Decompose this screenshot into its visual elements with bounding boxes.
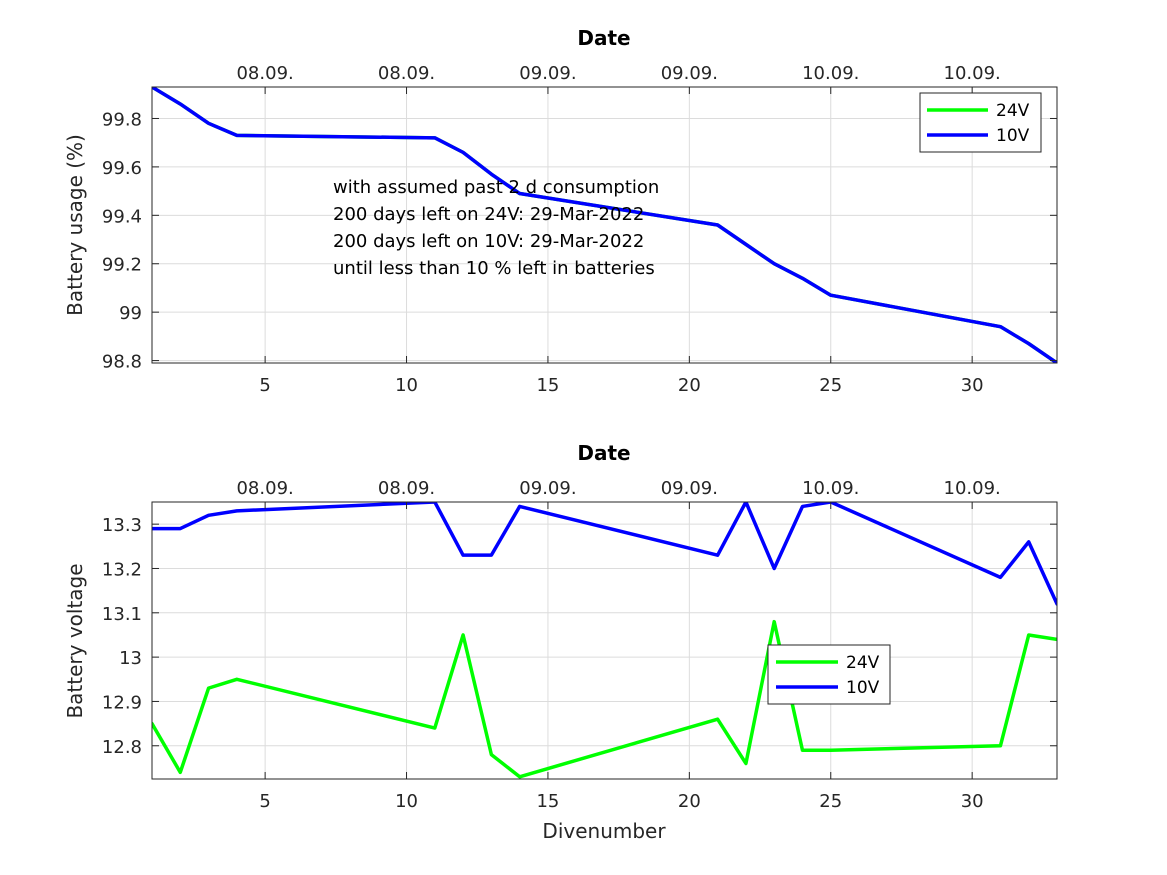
axes-box bbox=[151, 501, 1058, 780]
y-tick-label: 12.9 bbox=[102, 692, 142, 713]
x-axis-title: Divenumber bbox=[542, 819, 666, 843]
legend: 24V 10V bbox=[919, 92, 1042, 153]
ticks bbox=[152, 502, 1057, 779]
top-tick-label: 10.09. bbox=[944, 478, 1001, 499]
x-tick-labels: 5 10 15 20 25 30 bbox=[259, 375, 983, 396]
plot-area bbox=[152, 87, 1057, 363]
y-tick-label: 13.3 bbox=[102, 515, 142, 536]
y-tick-label: 99.2 bbox=[102, 255, 142, 276]
legend-box bbox=[919, 92, 1042, 153]
top-tick-label: 10.09. bbox=[802, 478, 859, 499]
y-tick-label: 13 bbox=[119, 648, 142, 669]
y-tick-label: 98.8 bbox=[102, 352, 142, 373]
top-tick-label: 09.09. bbox=[519, 63, 576, 84]
x-tick-label: 15 bbox=[536, 375, 559, 396]
x-tick-label: 25 bbox=[819, 791, 842, 812]
axes-box bbox=[151, 86, 1058, 364]
grid bbox=[152, 87, 1057, 363]
y-tick-label: 13.2 bbox=[102, 559, 142, 580]
top-tick-label: 09.09. bbox=[661, 63, 718, 84]
legend: 24V 10V bbox=[767, 644, 891, 705]
legend-box bbox=[767, 644, 891, 705]
top-tick-labels: 08.09. 08.09. 09.09. 09.09. 10.09. 10.09. bbox=[236, 63, 1000, 84]
top-tick-label: 08.09. bbox=[236, 478, 293, 499]
usage-chart: 5 10 15 20 25 30 98.8 99 99.2 99.4 99.6 99.8 08.09… bbox=[63, 26, 1058, 396]
y-tick-label: 99.8 bbox=[102, 109, 142, 130]
series-line-10v bbox=[152, 502, 1057, 606]
y-tick-labels: 98.8 99 99.2 99.4 99.6 99.8 bbox=[102, 109, 142, 372]
series-lines bbox=[152, 87, 1057, 363]
legend-label-24v: 24V bbox=[846, 653, 880, 673]
x-tick-label: 10 bbox=[395, 791, 418, 812]
x-tick-label: 30 bbox=[961, 791, 984, 812]
x-tick-label: 10 bbox=[395, 375, 418, 396]
legend-label-10v: 10V bbox=[996, 126, 1030, 146]
voltage-chart: 5 10 15 20 25 30 12.8 12.9 13 13.1 13.2 13.3 08.09… bbox=[63, 441, 1058, 843]
x-tick-labels: 5 10 15 20 25 30 bbox=[259, 791, 983, 812]
plot-area bbox=[152, 502, 1057, 779]
top-tick-label: 08.09. bbox=[236, 63, 293, 84]
y-tick-labels: 12.8 12.9 13 13.1 13.2 13.3 bbox=[102, 515, 142, 758]
x-tick-label: 25 bbox=[819, 375, 842, 396]
top-tick-label: 08.09. bbox=[378, 63, 435, 84]
grid bbox=[152, 502, 1057, 779]
top-tick-label: 08.09. bbox=[378, 478, 435, 499]
chart-title: Date bbox=[577, 441, 630, 465]
y-axis-title: Battery voltage bbox=[63, 563, 87, 718]
x-tick-label: 30 bbox=[961, 375, 984, 396]
top-tick-label: 09.09. bbox=[661, 478, 718, 499]
series-line-24v bbox=[152, 619, 1057, 779]
x-tick-label: 20 bbox=[678, 375, 701, 396]
chart-title: Date bbox=[577, 26, 630, 50]
legend-label-24v: 24V bbox=[996, 101, 1030, 121]
y-tick-label: 99.6 bbox=[102, 158, 142, 179]
top-tick-label: 10.09. bbox=[802, 63, 859, 84]
top-tick-labels: 08.09. 08.09. 09.09. 09.09. 10.09. 10.09. bbox=[236, 478, 1000, 499]
y-tick-label: 99.4 bbox=[102, 206, 142, 227]
annotation: with assumed past 2 d consumption 200 da… bbox=[333, 177, 659, 279]
x-tick-label: 15 bbox=[536, 791, 559, 812]
y-tick-label: 13.1 bbox=[102, 604, 142, 625]
annotation-line: until less than 10 % left in batteries bbox=[333, 258, 655, 279]
annotation-line: 200 days left on 24V: 29-Mar-2022 bbox=[333, 204, 644, 225]
legend-label-10v: 10V bbox=[846, 678, 880, 698]
annotation-line: 200 days left on 10V: 29-Mar-2022 bbox=[333, 231, 644, 252]
y-axis-title: Battery usage (%) bbox=[63, 134, 87, 316]
top-tick-label: 10.09. bbox=[944, 63, 1001, 84]
x-tick-label: 5 bbox=[259, 791, 270, 812]
x-tick-label: 20 bbox=[678, 791, 701, 812]
y-tick-label: 12.8 bbox=[102, 737, 142, 758]
top-tick-label: 09.09. bbox=[519, 478, 576, 499]
series-lines bbox=[152, 502, 1057, 779]
y-tick-label: 99 bbox=[119, 303, 142, 324]
series-line-10v bbox=[152, 87, 1057, 363]
x-tick-label: 5 bbox=[259, 375, 270, 396]
annotation-line: with assumed past 2 d consumption bbox=[333, 177, 659, 198]
